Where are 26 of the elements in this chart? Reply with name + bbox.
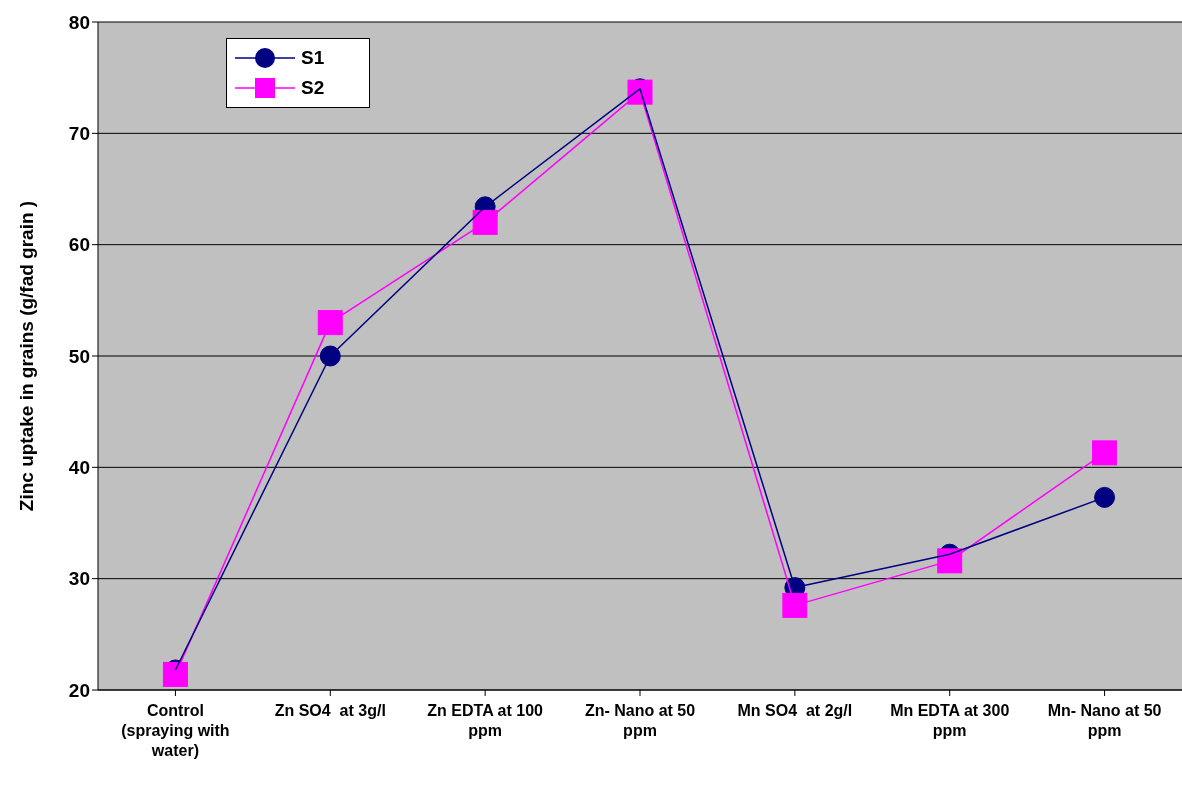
point bbox=[1094, 486, 1116, 508]
y-tick-label: 20 bbox=[68, 679, 90, 701]
legend-label: S1 bbox=[301, 47, 325, 69]
point bbox=[627, 79, 653, 105]
y-axis-title: Zinc uptake in grains (g/fad grain ) bbox=[15, 200, 37, 512]
x-tick-label: Mn- Nano at 50 ppm bbox=[1047, 702, 1162, 739]
y-tick-label: 50 bbox=[68, 345, 90, 367]
point bbox=[937, 548, 963, 574]
y-tick-label: 80 bbox=[68, 11, 90, 33]
point bbox=[782, 592, 808, 618]
point bbox=[162, 661, 188, 687]
y-tick-label: 30 bbox=[68, 568, 90, 590]
x-tick-label: Mn EDTA at 300 ppm bbox=[890, 702, 1010, 739]
point bbox=[1092, 440, 1118, 466]
y-tick-label: 70 bbox=[68, 123, 90, 145]
point bbox=[472, 209, 498, 235]
x-tick-label: Zn SO4 at 3g/l bbox=[274, 702, 386, 719]
x-tick-label: Control (spraying with water) bbox=[121, 702, 230, 759]
y-tick-label: 40 bbox=[68, 457, 90, 479]
x-tick-label: Zn- Nano at 50 ppm bbox=[584, 702, 696, 739]
point bbox=[319, 345, 341, 367]
legend-label: S2 bbox=[301, 77, 325, 99]
x-tick-label: Mn SO4 at 2g/l bbox=[737, 702, 853, 719]
x-tick-label: Zn EDTA at 100 ppm bbox=[427, 702, 544, 739]
y-tick-label: 60 bbox=[68, 234, 90, 256]
point bbox=[317, 310, 343, 336]
